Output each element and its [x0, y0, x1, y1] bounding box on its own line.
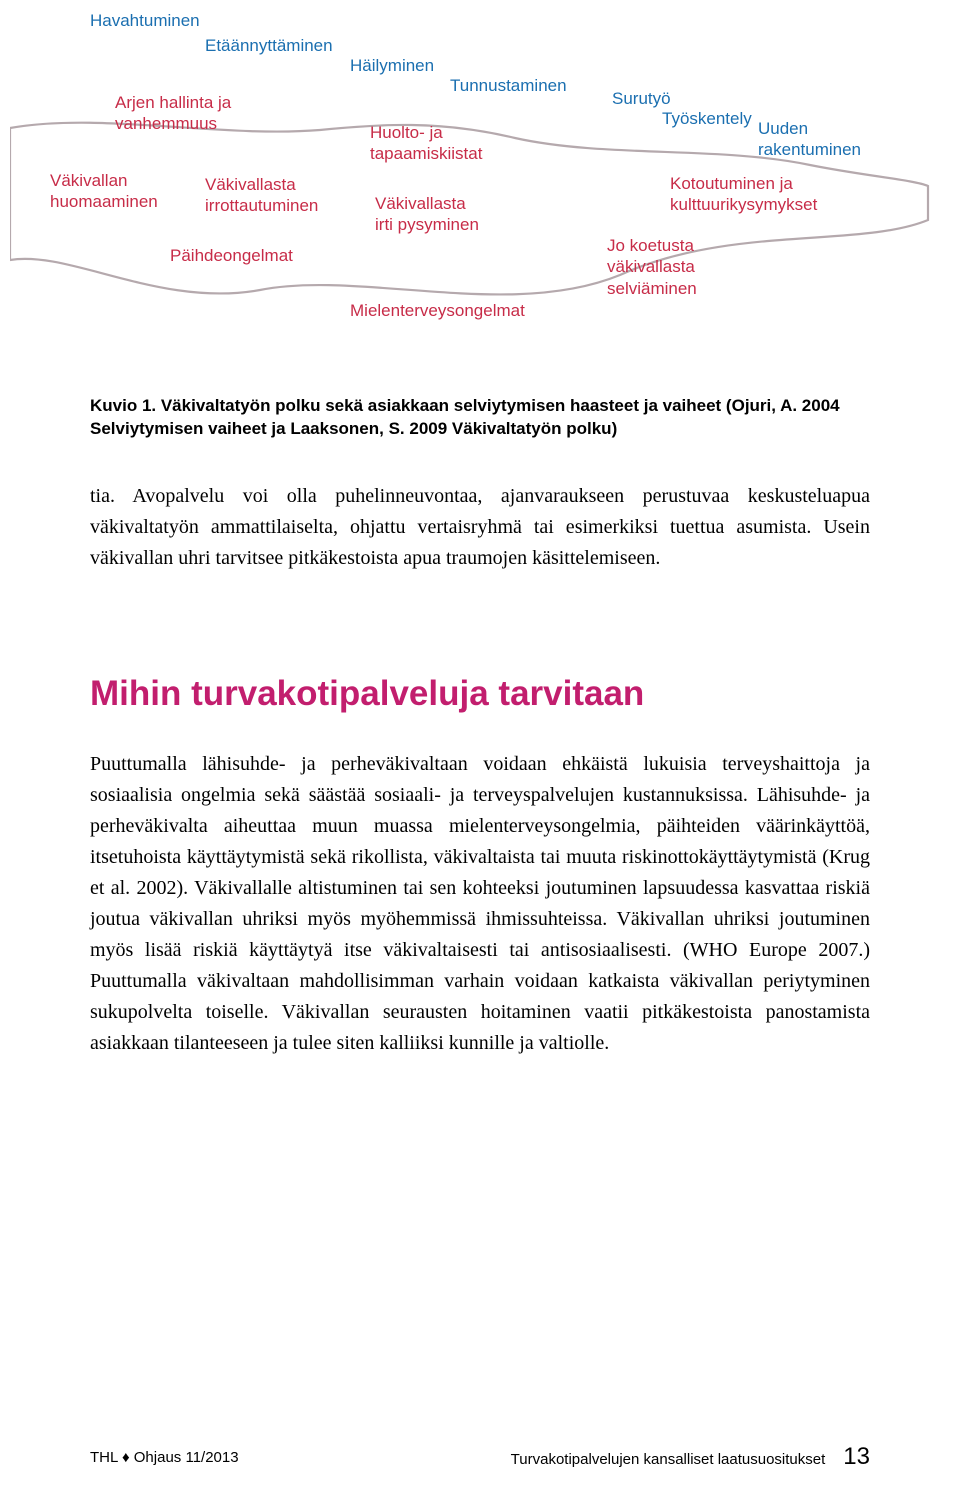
- label-kotoutuminen: Kotoutuminen ja kulttuurikysymykset: [670, 173, 817, 216]
- label-havahtuminen: Havahtuminen: [90, 10, 200, 31]
- footer-left: THL ♦ Ohjaus 11/2013: [90, 1449, 239, 1466]
- label-uuden: Uuden rakentuminen: [758, 118, 861, 161]
- label-vakivallan-huom: Väkivallan huomaaminen: [50, 170, 158, 213]
- section-heading: Mihin turvakotipalveluja tarvitaan: [90, 674, 870, 714]
- page-footer: THL ♦ Ohjaus 11/2013 Turvakotipalvelujen…: [0, 1443, 960, 1471]
- label-tunnustaminen: Tunnustaminen: [450, 75, 567, 96]
- label-paihde: Päihdeongelmat: [170, 245, 293, 266]
- label-huolto: Huolto- ja tapaamiskiistat: [370, 122, 482, 165]
- label-irti-pysyminen: Väkivallasta irti pysyminen: [375, 193, 479, 236]
- footer-right-title: Turvakotipalvelujen kansalliset laatusuo…: [511, 1451, 826, 1468]
- label-jo-koetusta: Jo koetusta väkivallasta selviäminen: [607, 235, 697, 299]
- figure-caption: Kuvio 1. Väkivaltatyön polku sekä asiakk…: [90, 395, 870, 441]
- label-hailyminen: Häilyminen: [350, 55, 434, 76]
- label-arjen: Arjen hallinta ja vanhemmuus: [115, 92, 231, 135]
- diagram-flowchart: Havahtuminen Etäännyttäminen Häilyminen …: [50, 10, 910, 350]
- label-surutyo: Surutyö: [612, 88, 671, 109]
- label-etaannyttaminen: Etäännyttäminen: [205, 35, 333, 56]
- label-mielenterveys: Mielenterveysongelmat: [350, 300, 525, 321]
- page-number: 13: [843, 1443, 870, 1471]
- body-paragraph-1: tia. Avopalvelu voi olla puhelinneuvonta…: [90, 481, 870, 574]
- label-tyoskentely: Työskentely: [662, 108, 752, 129]
- label-irrottautuminen: Väkivallasta irrottautuminen: [205, 174, 318, 217]
- body-paragraph-2: Puuttumalla lähisuhde- ja perheväkivalta…: [90, 749, 870, 1059]
